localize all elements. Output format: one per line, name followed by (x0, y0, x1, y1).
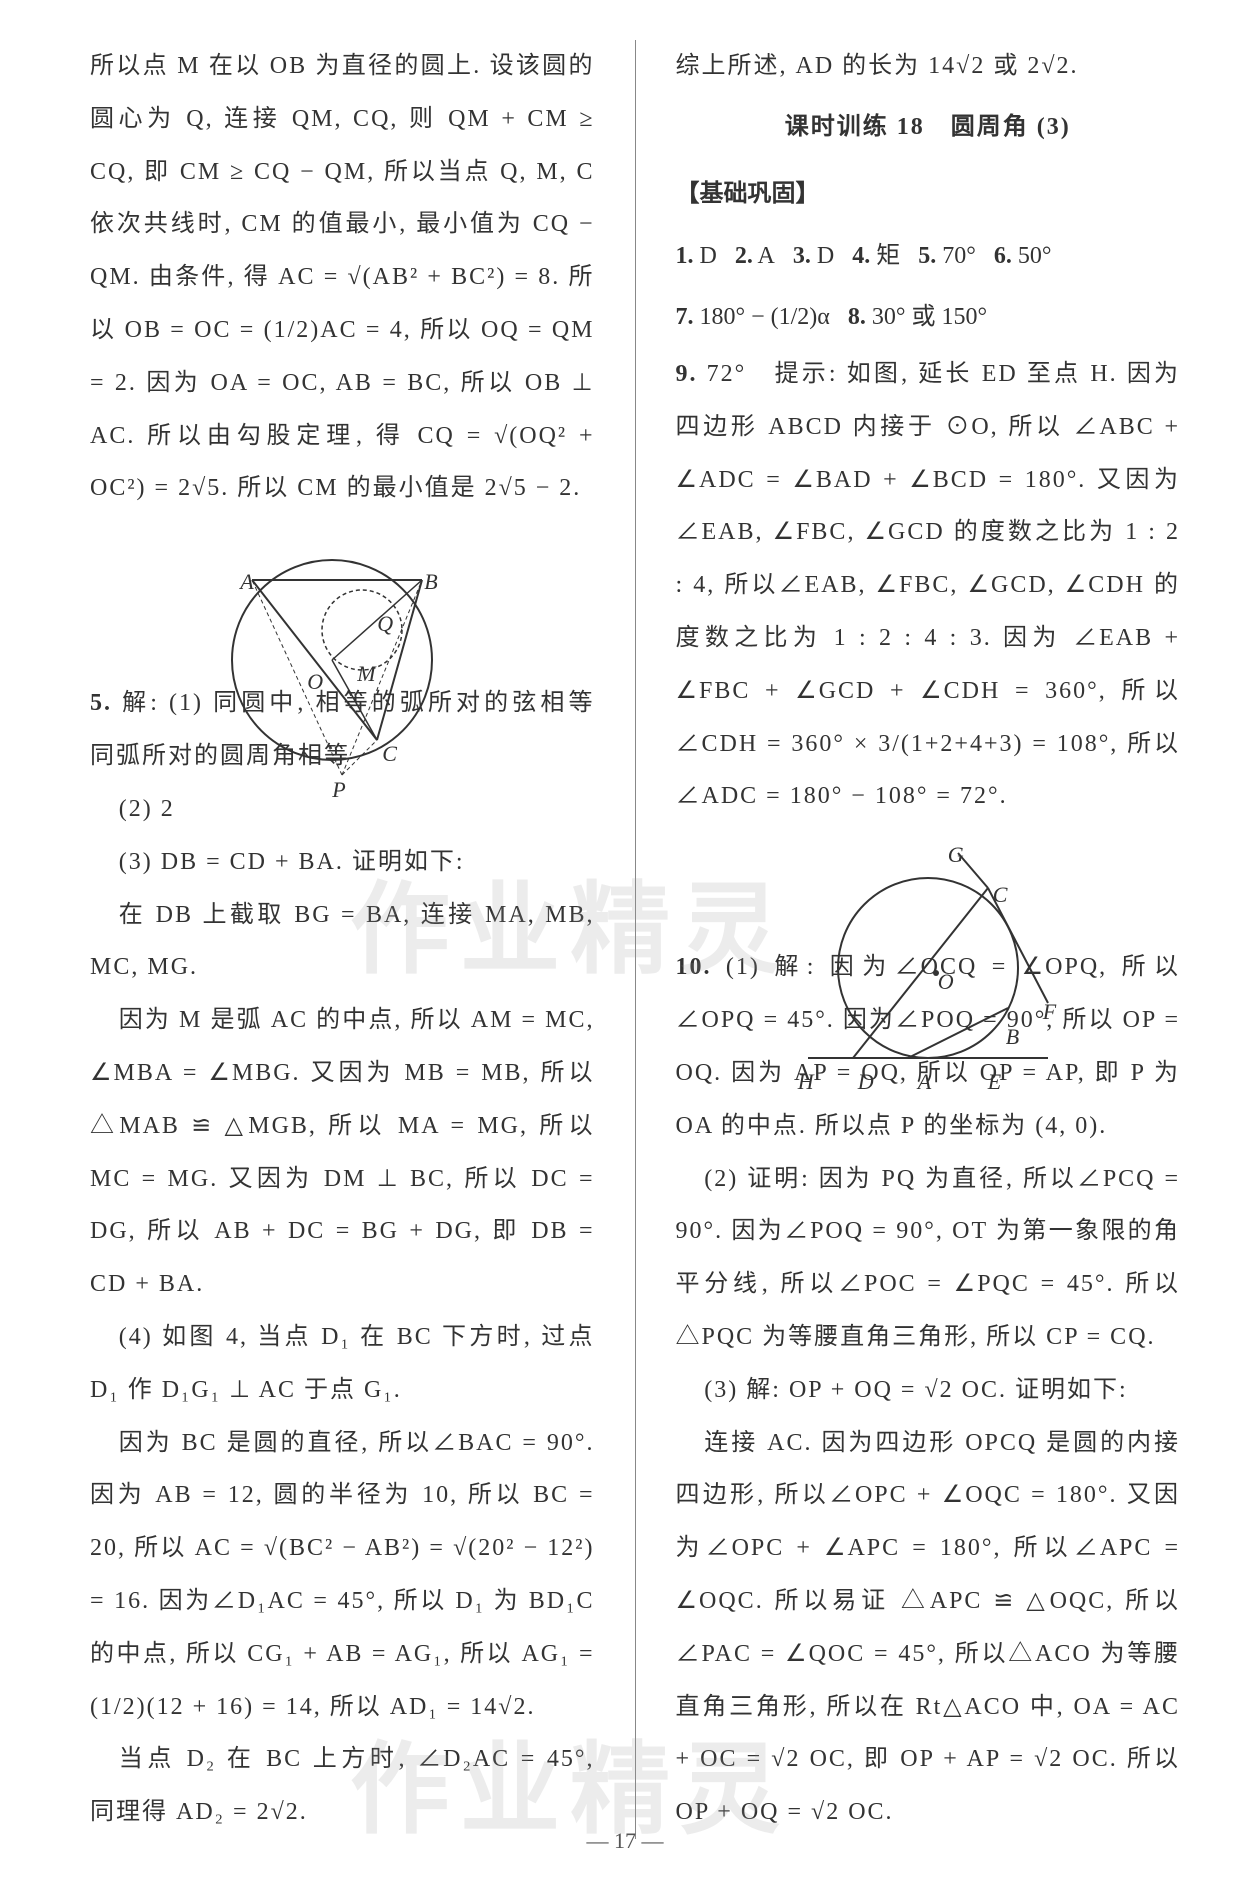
fig1-label-B: B (424, 558, 437, 606)
basic-heading: 【基础巩固】 (676, 168, 1181, 221)
fig1-label-O: O (307, 658, 323, 706)
fig2-label-B: B (1006, 1013, 1019, 1061)
q5-part4a: (4) 如图 4, 当点 D₁ 在 BC 下方时, 过点 D₁ 作 D₁G₁ ⊥… (90, 1311, 595, 1417)
q5-part3c: 因为 M 是弧 AC 的中点, 所以 AM = MC, ∠MBA = ∠MBG.… (90, 994, 595, 1311)
q10-part2: (2) 证明: 因为 PQ 为直径, 所以∠PCQ = 90°. 因为∠POQ … (676, 1153, 1181, 1364)
ans-4: 4. 矩 (852, 230, 900, 283)
q5-part3a: (3) DB = CD + BA. 证明如下: (90, 836, 595, 889)
ans-1: 1. D (676, 230, 717, 283)
left-column: 所以点 M 在以 OB 为直径的圆上. 设该圆的圆心为 Q, 连接 QM, CQ… (90, 40, 595, 1839)
fig2-label-O: O (938, 958, 954, 1006)
section-title: 课时训练 18 圆周角 (3) (676, 101, 1181, 154)
fig2-label-D: D (858, 1058, 874, 1106)
fig2-label-H: H (798, 1058, 814, 1106)
ans-7: 7. 180° − (1/2)α (676, 291, 830, 344)
ans-2: 2. A (735, 230, 775, 283)
ans-5: 5. 70° (918, 230, 976, 283)
page-number: — 17 — (0, 1817, 1250, 1865)
q10-number: 10. (676, 954, 712, 980)
fig1-label-C: C (382, 730, 397, 778)
ans-3: 3. D (793, 230, 834, 283)
figure-2-svg (788, 833, 1068, 1093)
figure-1: A B O C P Q M (192, 530, 492, 662)
para-l1: 所以点 M 在以 OB 为直径的圆上. 设该圆的圆心为 Q, 连接 QM, CQ… (90, 40, 595, 515)
fig1-label-Q: Q (377, 600, 393, 648)
q9: 9. 72° 提示: 如图, 延长 ED 至点 H. 因为四边形 ABCD 内接… (676, 348, 1181, 823)
q10-part3b: 连接 AC. 因为四边形 OPCQ 是圆的内接四边形, 所以∠OPC + ∠OQ… (676, 1417, 1181, 1839)
page: 所以点 M 在以 OB 为直径的圆上. 设该圆的圆心为 Q, 连接 QM, CQ… (0, 0, 1250, 1889)
answers-line-1: 1. D 2. A 3. D 4. 矩 5. 70° 6. 50° (676, 230, 1181, 283)
q10-part3a: (3) 解: OP + OQ = √2 OC. 证明如下: (676, 1364, 1181, 1417)
fig2-label-E: E (988, 1058, 1001, 1106)
q9-number: 9. (676, 361, 698, 387)
ans-6: 6. 50° (994, 230, 1052, 283)
fig2-label-G: G (948, 831, 964, 879)
answers-line-2: 7. 180° − (1/2)α 8. 30° 或 150° (676, 291, 1181, 344)
fig2-label-A: A (918, 1058, 931, 1106)
fig1-label-P: P (332, 766, 345, 814)
ans-8: 8. 30° 或 150° (848, 291, 987, 344)
q5-part3b: 在 DB 上截取 BG = BA, 连接 MA, MB, MC, MG. (90, 889, 595, 995)
figure-1-svg (192, 530, 492, 790)
r0: 综上所述, AD 的长为 14√2 或 2√2. (676, 40, 1181, 93)
column-divider (635, 40, 636, 1839)
fig1-label-M: M (357, 650, 375, 698)
q9-body: 72° 提示: 如图, 延长 ED 至点 H. 因为四边形 ABCD 内接于 ⊙… (676, 361, 1181, 809)
fig2-label-C: C (993, 871, 1008, 919)
q5-number: 5. (90, 690, 112, 716)
fig1-label-A: A (240, 558, 253, 606)
right-column: 综上所述, AD 的长为 14√2 或 2√2. 课时训练 18 圆周角 (3)… (676, 40, 1181, 1839)
figure-2: G C O F B A D E H (788, 833, 1068, 931)
q5-part4b: 因为 BC 是圆的直径, 所以∠BAC = 90°. 因为 AB = 12, 圆… (90, 1417, 595, 1734)
fig2-label-F: F (1043, 988, 1056, 1036)
